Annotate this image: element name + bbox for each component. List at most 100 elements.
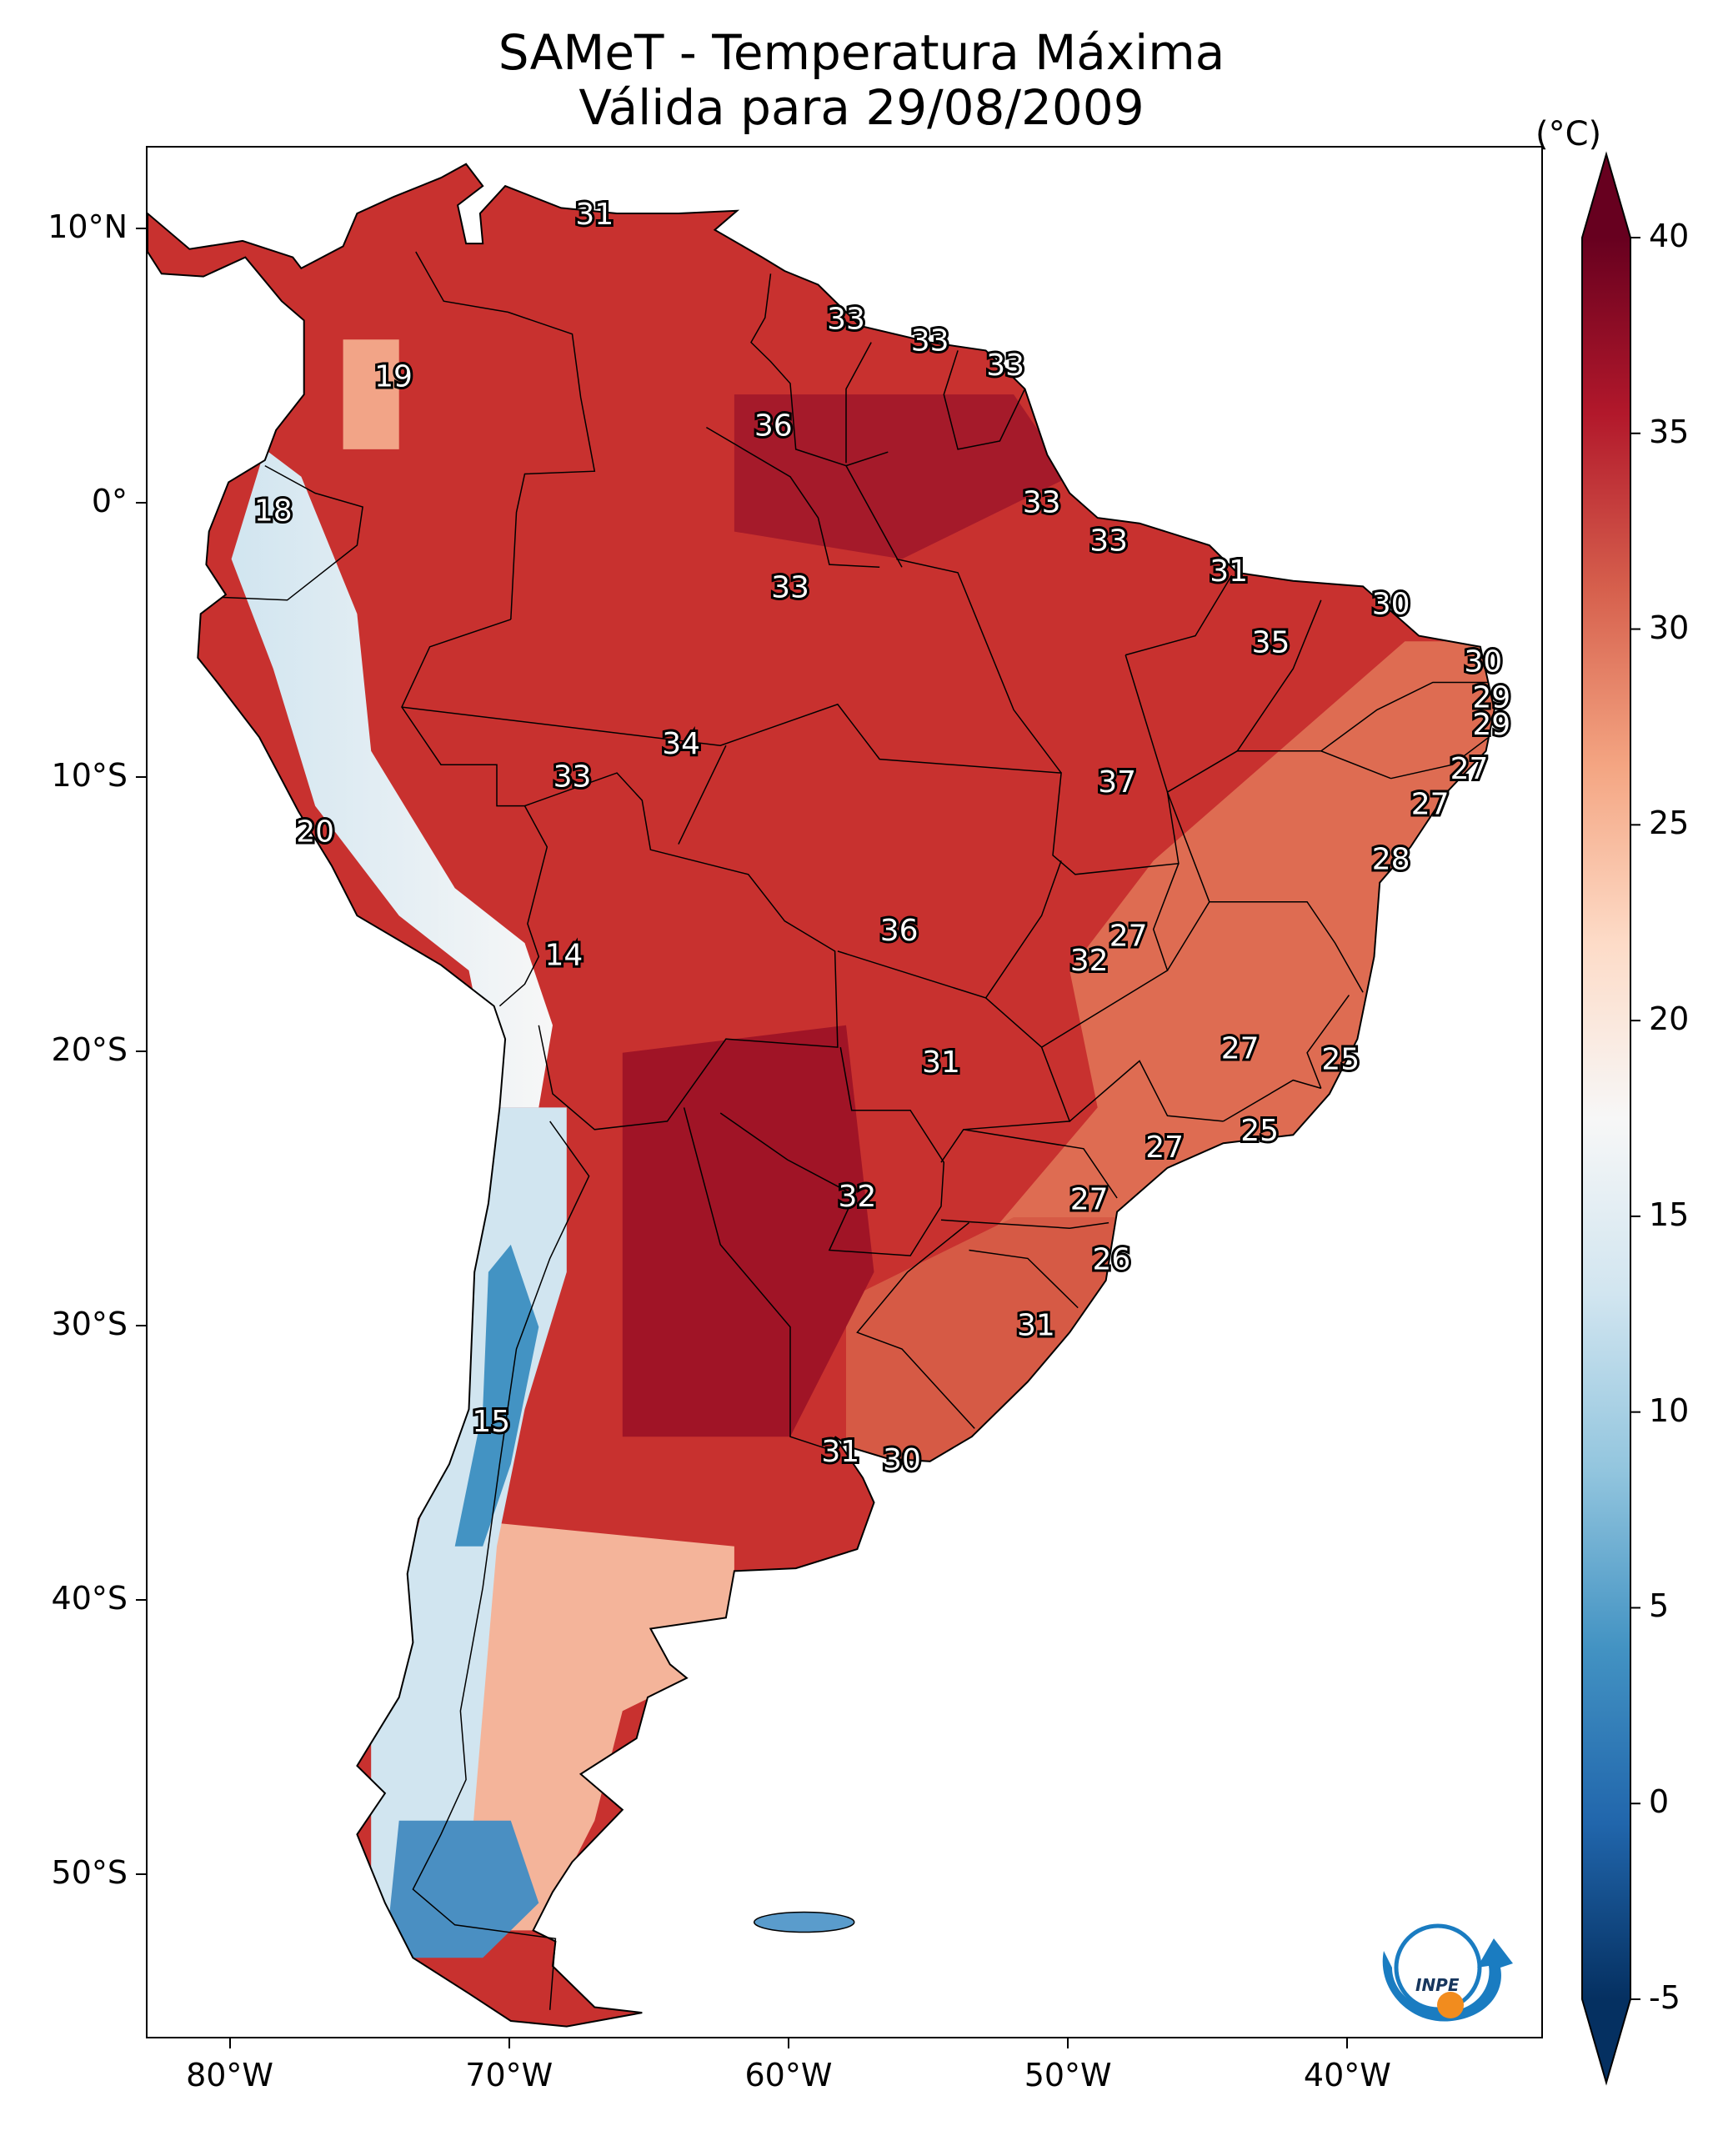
temperature-value-label: 32 bbox=[1070, 944, 1109, 978]
y-tick-label: 40°S bbox=[51, 1579, 128, 1617]
temperature-value-label: 36 bbox=[880, 914, 919, 948]
temperature-value-label: 33 bbox=[553, 760, 592, 795]
temperature-value-label: 31 bbox=[1017, 1309, 1055, 1343]
temperature-value-label: 33 bbox=[986, 348, 1024, 383]
border-line bbox=[940, 1219, 1109, 1229]
map-area: 31 33 33 33 19 36 18 33 33 31 33 30 35 30 29 29 34 33 27 37… bbox=[146, 146, 1543, 2038]
border-line bbox=[1320, 681, 1489, 752]
border-line bbox=[845, 465, 903, 568]
temperature-value-label: 25 bbox=[1321, 1043, 1360, 1077]
temperature-value-label: 29 bbox=[1472, 708, 1510, 742]
temperature-shading bbox=[148, 163, 1495, 2027]
y-tick-label: 20°S bbox=[51, 1030, 128, 1068]
map-title: SAMeT - Temperatura Máxima bbox=[498, 24, 1225, 81]
border-line bbox=[1069, 1060, 1224, 1122]
temperature-value-label: 32 bbox=[838, 1180, 876, 1214]
map-subtitle: Válida para 29/08/2009 bbox=[579, 79, 1144, 136]
temperature-value-label: 18 bbox=[254, 494, 293, 529]
zone-chaco-hot bbox=[622, 1025, 874, 1437]
border-line bbox=[1166, 900, 1364, 993]
temperature-field bbox=[148, 163, 1495, 2027]
colorbar-tick-label: 40 bbox=[1649, 218, 1690, 254]
temperature-value-label: 28 bbox=[1372, 842, 1410, 876]
border-line bbox=[401, 619, 548, 1007]
x-tick-label: 60°W bbox=[744, 2057, 833, 2093]
border-line bbox=[750, 273, 889, 467]
border-line bbox=[837, 950, 1071, 1163]
x-tick-label: 70°W bbox=[465, 2057, 553, 2093]
border-line bbox=[1306, 995, 1350, 1089]
x-tick-mark bbox=[1067, 2038, 1069, 2048]
zone-patagonia bbox=[454, 1518, 734, 1931]
temperature-value-label: 34 bbox=[662, 727, 700, 761]
zone-colombia-cool bbox=[343, 339, 399, 449]
border-line bbox=[984, 860, 1062, 999]
y-tick-mark bbox=[136, 1598, 146, 1601]
border-line bbox=[1223, 1079, 1322, 1122]
logo-swoosh bbox=[1382, 1938, 1513, 2022]
temperature-value-label: 27 bbox=[1070, 1182, 1109, 1216]
border-line bbox=[969, 1249, 1079, 1309]
temperature-value-label: 27 bbox=[1411, 788, 1450, 822]
temperature-value-label: 27 bbox=[1145, 1131, 1184, 1165]
x-tick-label: 50°W bbox=[1024, 2057, 1112, 2093]
y-tick-label: 10°S bbox=[51, 756, 128, 794]
border-line bbox=[524, 772, 839, 1131]
y-tick-mark bbox=[136, 775, 146, 778]
temperature-value-label: 31 bbox=[575, 198, 614, 232]
colorbar-tick-label: 10 bbox=[1649, 1391, 1690, 1429]
border-line bbox=[896, 558, 1062, 774]
colorbar-tick-label: 0 bbox=[1649, 1783, 1670, 1821]
temperature-value-label: 31 bbox=[821, 1435, 859, 1469]
zone-patagonia-blue bbox=[384, 1820, 539, 1958]
y-tick-mark bbox=[136, 1324, 146, 1326]
colorbar-unit: (°C) bbox=[1535, 115, 1602, 153]
border-line bbox=[401, 654, 1180, 875]
colorbar-tick-label: 30 bbox=[1649, 609, 1690, 646]
temperature-value-label: 33 bbox=[1089, 524, 1128, 559]
coastline bbox=[148, 163, 1495, 2028]
temperature-value-label: 27 bbox=[1109, 920, 1148, 954]
temperature-value-label: 30 bbox=[1464, 645, 1502, 679]
border-line bbox=[223, 464, 363, 601]
temperature-value-label: 37 bbox=[1098, 765, 1136, 800]
x-tick-label: 80°W bbox=[186, 2057, 274, 2093]
colorbar-tick-label: -5 bbox=[1649, 1979, 1680, 2016]
temperature-value-label: 19 bbox=[374, 359, 413, 394]
border-line bbox=[1125, 574, 1233, 656]
border-line bbox=[943, 350, 1026, 450]
temperature-value-label: 20 bbox=[296, 815, 334, 850]
colorbar-tick-label: 20 bbox=[1649, 1000, 1690, 1038]
temperature-value-label: 30 bbox=[883, 1443, 921, 1477]
country-borders bbox=[223, 251, 1490, 2010]
temperature-value-label: 26 bbox=[1092, 1243, 1130, 1277]
border-line bbox=[1236, 599, 1322, 752]
border-line bbox=[856, 1222, 975, 1429]
falkland-islands bbox=[753, 1911, 855, 1933]
y-tick-mark bbox=[136, 1873, 146, 1875]
colorbar-outline bbox=[1581, 151, 1631, 2086]
y-tick-label: 50°S bbox=[51, 1853, 128, 1891]
border-line bbox=[1390, 736, 1490, 780]
temperature-value-label: 36 bbox=[754, 409, 793, 444]
temperature-value-label: 35 bbox=[1252, 626, 1290, 660]
temperature-value-label: 33 bbox=[911, 324, 949, 358]
x-tick-mark bbox=[508, 2038, 510, 2048]
colorbar-max-extend bbox=[1582, 154, 1630, 238]
temperature-value-label: 30 bbox=[1372, 587, 1410, 621]
temperature-value-label: 27 bbox=[1221, 1031, 1260, 1065]
temperature-value-label: 14 bbox=[544, 939, 583, 973]
border-line bbox=[678, 745, 727, 845]
border-line bbox=[706, 426, 880, 569]
y-tick-label: 0° bbox=[91, 482, 128, 519]
inpe-logo: INPE bbox=[1382, 1923, 1513, 2022]
colorbar-tick-label: 5 bbox=[1649, 1587, 1670, 1625]
logo-circle-outline bbox=[1394, 1923, 1482, 2012]
temperature-value-label: 33 bbox=[771, 571, 809, 605]
x-tick-mark bbox=[787, 2038, 789, 2048]
temperature-value-label: 33 bbox=[1023, 486, 1061, 520]
colorbar-tick-label: 15 bbox=[1649, 1196, 1690, 1233]
x-tick-label: 40°W bbox=[1303, 2057, 1391, 2093]
x-tick-mark bbox=[228, 2038, 231, 2048]
